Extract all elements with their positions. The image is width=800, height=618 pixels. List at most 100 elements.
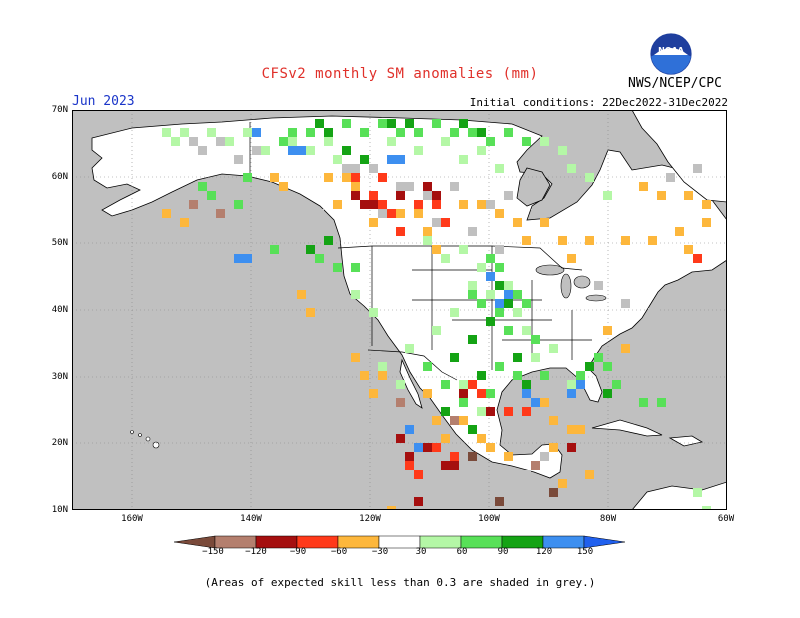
anomaly-cell [477,299,486,308]
anomaly-cell [297,290,306,299]
anomaly-cell [558,146,567,155]
anomaly-cell [315,209,324,218]
soil-moisture-map [72,110,727,510]
anomaly-cell [639,155,648,164]
anomaly-cell [531,461,540,470]
colorbar-label: 30 [415,547,427,557]
anomaly-cell [369,200,378,209]
anomaly-cell [234,200,243,209]
anomaly-cell [414,146,423,155]
anomaly-cell [423,191,432,200]
anomaly-cell [567,164,576,173]
anomaly-cell [558,236,567,245]
x-label-120w: 120W [359,514,381,524]
anomaly-cell [495,209,504,218]
anomaly-cell [279,182,288,191]
anomaly-cell [324,128,333,137]
anomaly-cell [495,308,504,317]
anomaly-cell [540,137,549,146]
anomaly-cell [477,407,486,416]
anomaly-cell [405,119,414,128]
x-label-80w: 80W [599,514,617,524]
anomaly-cell [333,155,342,164]
anomaly-cell [450,452,459,461]
anomaly-cell [396,380,405,389]
anomaly-cell [540,371,549,380]
anomaly-cell [360,407,369,416]
anomaly-cell [369,389,378,398]
anomaly-cell [270,173,279,182]
anomaly-cell [360,155,369,164]
anomaly-cell [315,254,324,263]
anomaly-cell [396,182,405,191]
anomaly-cell [657,398,666,407]
anomaly-cell [531,398,540,407]
anomaly-cell [432,326,441,335]
anomaly-cell [432,416,441,425]
anomaly-cell [612,380,621,389]
anomaly-cell [522,380,531,389]
anomaly-cell [360,371,369,380]
anomaly-cell [612,137,621,146]
anomaly-cell [234,254,243,263]
anomaly-cell [603,389,612,398]
anomaly-cell [468,335,477,344]
anomaly-cell [486,137,495,146]
anomaly-cell [378,119,387,128]
anomaly-cell [270,245,279,254]
anomaly-cell [423,227,432,236]
anomaly-cell [423,236,432,245]
anomaly-cell [342,164,351,173]
anomaly-cell [378,362,387,371]
north-america-land [91,115,727,479]
anomaly-cell [414,443,423,452]
anomaly-cell [513,290,522,299]
anomaly-cell [387,137,396,146]
anomaly-cell [576,380,585,389]
anomaly-cell [486,254,495,263]
hawaii-islands [130,430,160,449]
anomaly-cell [504,407,513,416]
anomaly-cell [486,272,495,281]
anomaly-cell [585,362,594,371]
anomaly-cell [279,200,288,209]
anomaly-cell [693,488,702,497]
anomaly-cell [684,245,693,254]
anomaly-cell [243,173,252,182]
anomaly-cell [495,281,504,290]
anomaly-cell [459,245,468,254]
anomaly-cell [342,119,351,128]
colorbar-label: 150 [576,547,594,557]
anomaly-cell [702,506,711,510]
anomaly-cell [351,164,360,173]
anomaly-cell [378,209,387,218]
anomaly-cell [378,200,387,209]
anomaly-cell [225,137,234,146]
anomaly-cell [414,200,423,209]
anomaly-cell [342,146,351,155]
anomaly-cell [351,452,360,461]
greenland-land [631,110,727,203]
anomaly-cell [315,416,324,425]
anomaly-cell [189,200,198,209]
anomaly-cell [459,380,468,389]
anomaly-cell [270,191,279,200]
anomaly-cell [396,434,405,443]
x-label-60w: 60W [717,514,735,524]
anomaly-cell [441,137,450,146]
anomaly-cell [441,407,450,416]
anomaly-cell [603,362,612,371]
anomaly-cell [288,146,297,155]
anomaly-cell [405,344,414,353]
anomaly-cell [351,182,360,191]
anomaly-cell [324,137,333,146]
anomaly-cell [297,146,306,155]
anomaly-cell [450,308,459,317]
anomaly-cell [576,137,585,146]
anomaly-cell [405,425,414,434]
anomaly-cell [612,506,621,510]
anomaly-cell [621,236,630,245]
anomaly-cell [504,128,513,137]
anomaly-cell [405,461,414,470]
anomaly-cell [297,218,306,227]
